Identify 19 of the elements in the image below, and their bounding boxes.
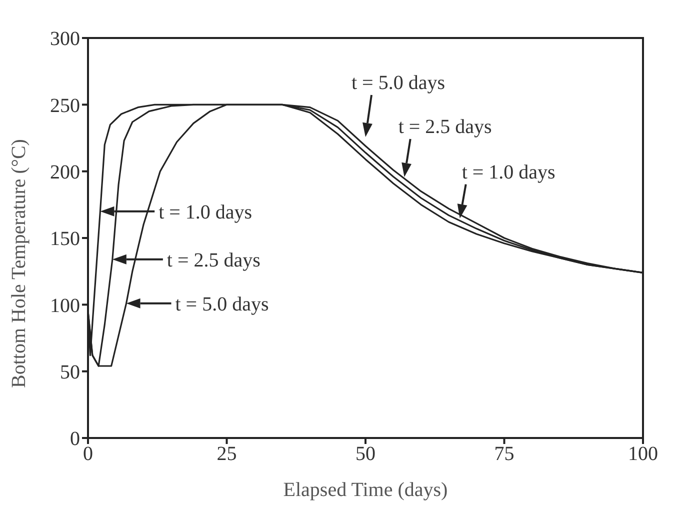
y-tick-label: 150 (50, 228, 80, 250)
annotation: t = 5.0 days (352, 72, 446, 94)
x-axis-title: Elapsed Time (days) (283, 479, 448, 501)
x-tick-label: 25 (216, 443, 237, 466)
x-tick-label: 75 (494, 443, 514, 466)
x-tick-label: 100 (628, 443, 658, 466)
annotation: t = 2.5 days (398, 116, 492, 138)
x-tick-label: 50 (356, 443, 376, 466)
y-tick-label: 200 (50, 161, 80, 184)
y-tick-label: 300 (50, 28, 80, 50)
y-tick-label: 0 (70, 428, 80, 450)
annotation: t = 5.0 days (175, 293, 269, 316)
annotation: t = 1.0 days (462, 161, 556, 184)
annotation: t = 1.0 days (158, 201, 252, 224)
y-tick-label: 50 (60, 361, 80, 384)
annotation: t = 2.5 days (166, 249, 261, 272)
y-axis-title: Bottom Hole Temperature (°C) (8, 139, 30, 388)
y-tick-label: 250 (50, 94, 80, 117)
y-tick-label: 100 (50, 294, 80, 317)
